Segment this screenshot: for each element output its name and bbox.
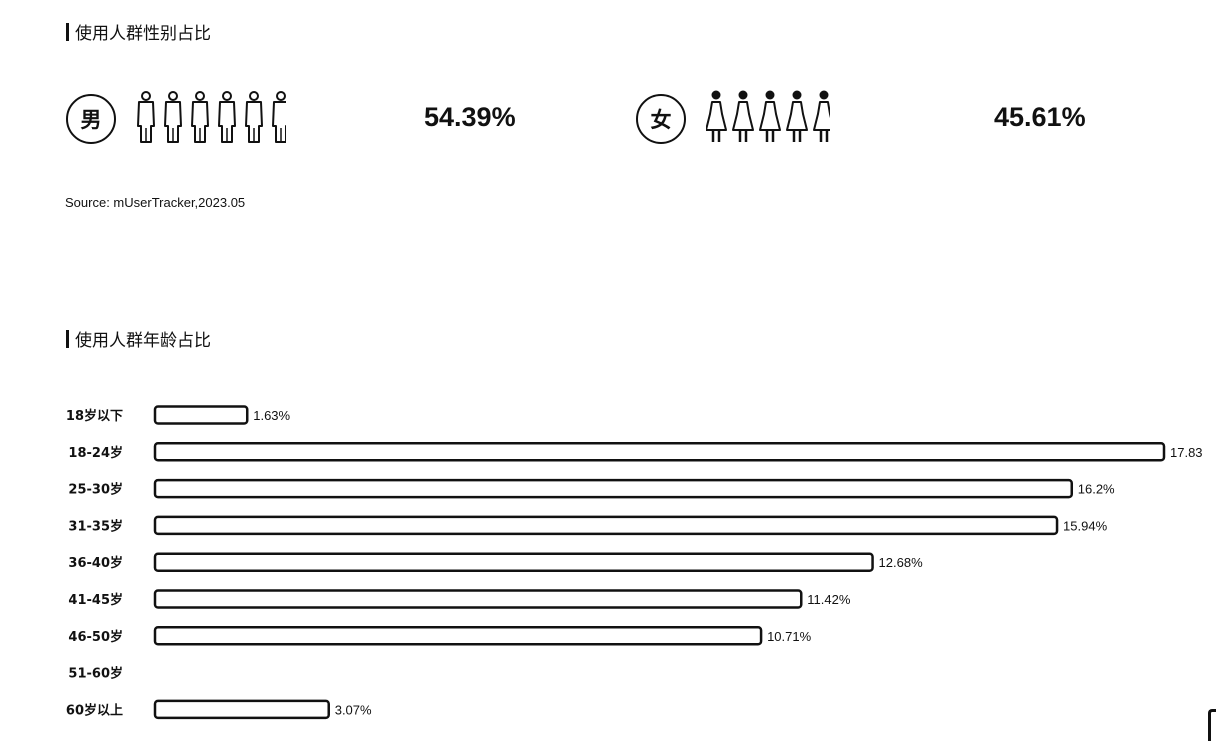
- male-person-icon: [245, 91, 263, 143]
- age-bar: [153, 515, 1059, 536]
- age-category-label: 41-45岁: [68, 592, 123, 608]
- age-value-label: 16.2%: [1078, 482, 1115, 497]
- female-percent: 45.61%: [994, 102, 1086, 132]
- age-category-label: 25-30岁: [68, 482, 123, 498]
- age-value-label: 15.94%: [1063, 518, 1108, 533]
- age-bar: [153, 442, 1166, 462]
- gender-section-title-text: 使用人群性别占比: [75, 24, 211, 44]
- age-bar: [153, 405, 249, 425]
- age-bar: [153, 478, 1074, 499]
- age-bar: [153, 589, 803, 609]
- male-person-icon: [137, 91, 155, 143]
- age-value-label: 11.42%: [807, 592, 851, 607]
- female-badge-icon: 女: [636, 94, 686, 144]
- gender-section-title: 使用人群性别占比: [66, 19, 211, 44]
- age-bar-chart: 18岁以下 1.63% 18-24岁 17.83 25-30岁 16.2% 31-35岁 15…: [66, 405, 1203, 720]
- age-value-label: 3.07%: [335, 702, 372, 717]
- age-value-label: 12.68%: [879, 555, 924, 570]
- age-category-label: 18-24岁: [68, 445, 123, 461]
- female-person-icon: [759, 90, 781, 142]
- female-person-icon: [732, 90, 754, 142]
- female-person-icon: [813, 90, 830, 142]
- male-badge-icon: 男: [66, 94, 116, 144]
- age-bar: [153, 552, 874, 572]
- age-bar: [153, 626, 763, 646]
- age-value-label: 1.63%: [253, 408, 290, 423]
- age-category-label: 46-50岁: [68, 629, 123, 645]
- female-person-icon: [786, 90, 808, 142]
- male-people-icons: [136, 88, 286, 148]
- male-person-icon: [191, 91, 209, 143]
- age-category-label: 51-60岁: [68, 666, 123, 682]
- age-bar: [153, 699, 330, 720]
- male-person-icon: [272, 91, 286, 143]
- title-accent-bar: [66, 329, 69, 348]
- age-category-label: 31-35岁: [68, 518, 123, 534]
- source-note: Source: mUserTracker,2023.05: [65, 195, 246, 210]
- age-section-title: 使用人群年龄占比: [66, 326, 211, 351]
- age-section-title-text: 使用人群年龄占比: [75, 331, 211, 351]
- male-person-icon: [218, 91, 236, 143]
- female-people-icons: [706, 88, 830, 148]
- age-value-label: 10.71%: [767, 629, 812, 644]
- age-category-label: 36-40岁: [68, 555, 123, 571]
- female-person-icon: [706, 90, 727, 142]
- age-category-label: 18岁以下: [66, 408, 123, 424]
- title-accent-bar: [66, 22, 69, 41]
- male-person-icon-row: [137, 91, 286, 143]
- age-value-label: 17.83: [1170, 445, 1203, 460]
- female-person-icon-row: [706, 90, 830, 142]
- male-percent: 54.39%: [424, 102, 516, 132]
- male-person-icon: [164, 91, 182, 143]
- age-category-label: 60岁以上: [66, 702, 123, 718]
- corner-scroll-handle: [1208, 709, 1216, 741]
